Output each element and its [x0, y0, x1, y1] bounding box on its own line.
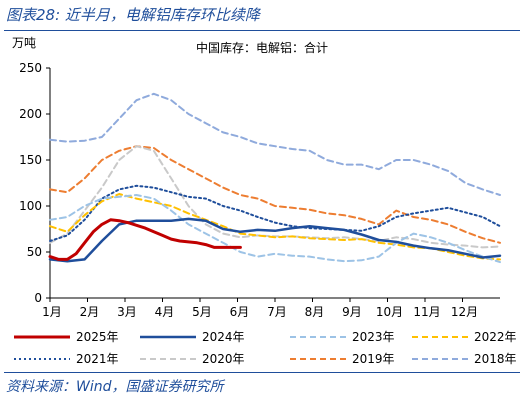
series-line-2019年 [49, 145, 501, 244]
y-axis-unit-label: 万吨 [12, 36, 36, 50]
title-rule [4, 30, 520, 31]
x-tick-label: 10月 [376, 305, 403, 319]
legend-label: 2024年 [202, 330, 245, 344]
x-tick-label: 6月 [230, 305, 250, 319]
x-tick-label: 2月 [80, 305, 100, 319]
x-tick-label: 3月 [117, 305, 137, 319]
x-tick-label: 4月 [155, 305, 175, 319]
legend-label: 2025年 [76, 330, 119, 344]
y-tick-label: 250 [19, 61, 42, 75]
series-line-2021年 [49, 184, 501, 242]
y-tick-label: 50 [27, 245, 42, 259]
y-tick-label: 200 [19, 107, 42, 121]
y-tick-label: 150 [19, 153, 42, 167]
x-tick-label: 5月 [192, 305, 212, 319]
x-tick-label: 12月 [451, 305, 478, 319]
x-tick-label: 9月 [342, 305, 362, 319]
series-line-2024年 [48, 217, 502, 263]
series-line-2025年 [48, 218, 242, 261]
x-tick-label: 11月 [413, 305, 440, 319]
series-line-2023年 [49, 194, 501, 264]
legend: 2025年 2024年 2023年 2022年 2021年 2020年 2019年 2018年 [14, 330, 517, 366]
legend-label: 2022年 [474, 330, 517, 344]
x-tick-label: 7月 [267, 305, 287, 319]
y-tick-label: 0 [34, 291, 42, 305]
legend-label: 2019年 [352, 352, 395, 366]
line-chart: 万吨 中国库存：电解铝：合计 0 50 100 150 200 250 1月 2月 3月 4月 5月… [12, 36, 517, 366]
legend-label: 2023年 [352, 330, 395, 344]
source-note: 资料来源：Wind，国盛证券研究所 [6, 379, 224, 395]
source-rule [4, 372, 520, 373]
figure-title: 图表28: 近半月，电解铝库存环比续降 [6, 6, 260, 24]
legend-label: 2018年 [474, 352, 517, 366]
x-tick-label: 8月 [305, 305, 325, 319]
legend-label: 2020年 [202, 352, 245, 366]
chart-title: 中国库存：电解铝：合计 [196, 40, 328, 55]
x-tick-label: 1月 [42, 305, 62, 319]
axes: 0 50 100 150 200 250 1月 2月 3月 4月 5月 6月 7月 8月 9月 10月 11月 1… [19, 61, 500, 319]
series-layer [48, 92, 502, 264]
series-line-2018年 [49, 92, 501, 196]
y-tick-label: 100 [19, 199, 42, 213]
legend-label: 2021年 [76, 352, 119, 366]
